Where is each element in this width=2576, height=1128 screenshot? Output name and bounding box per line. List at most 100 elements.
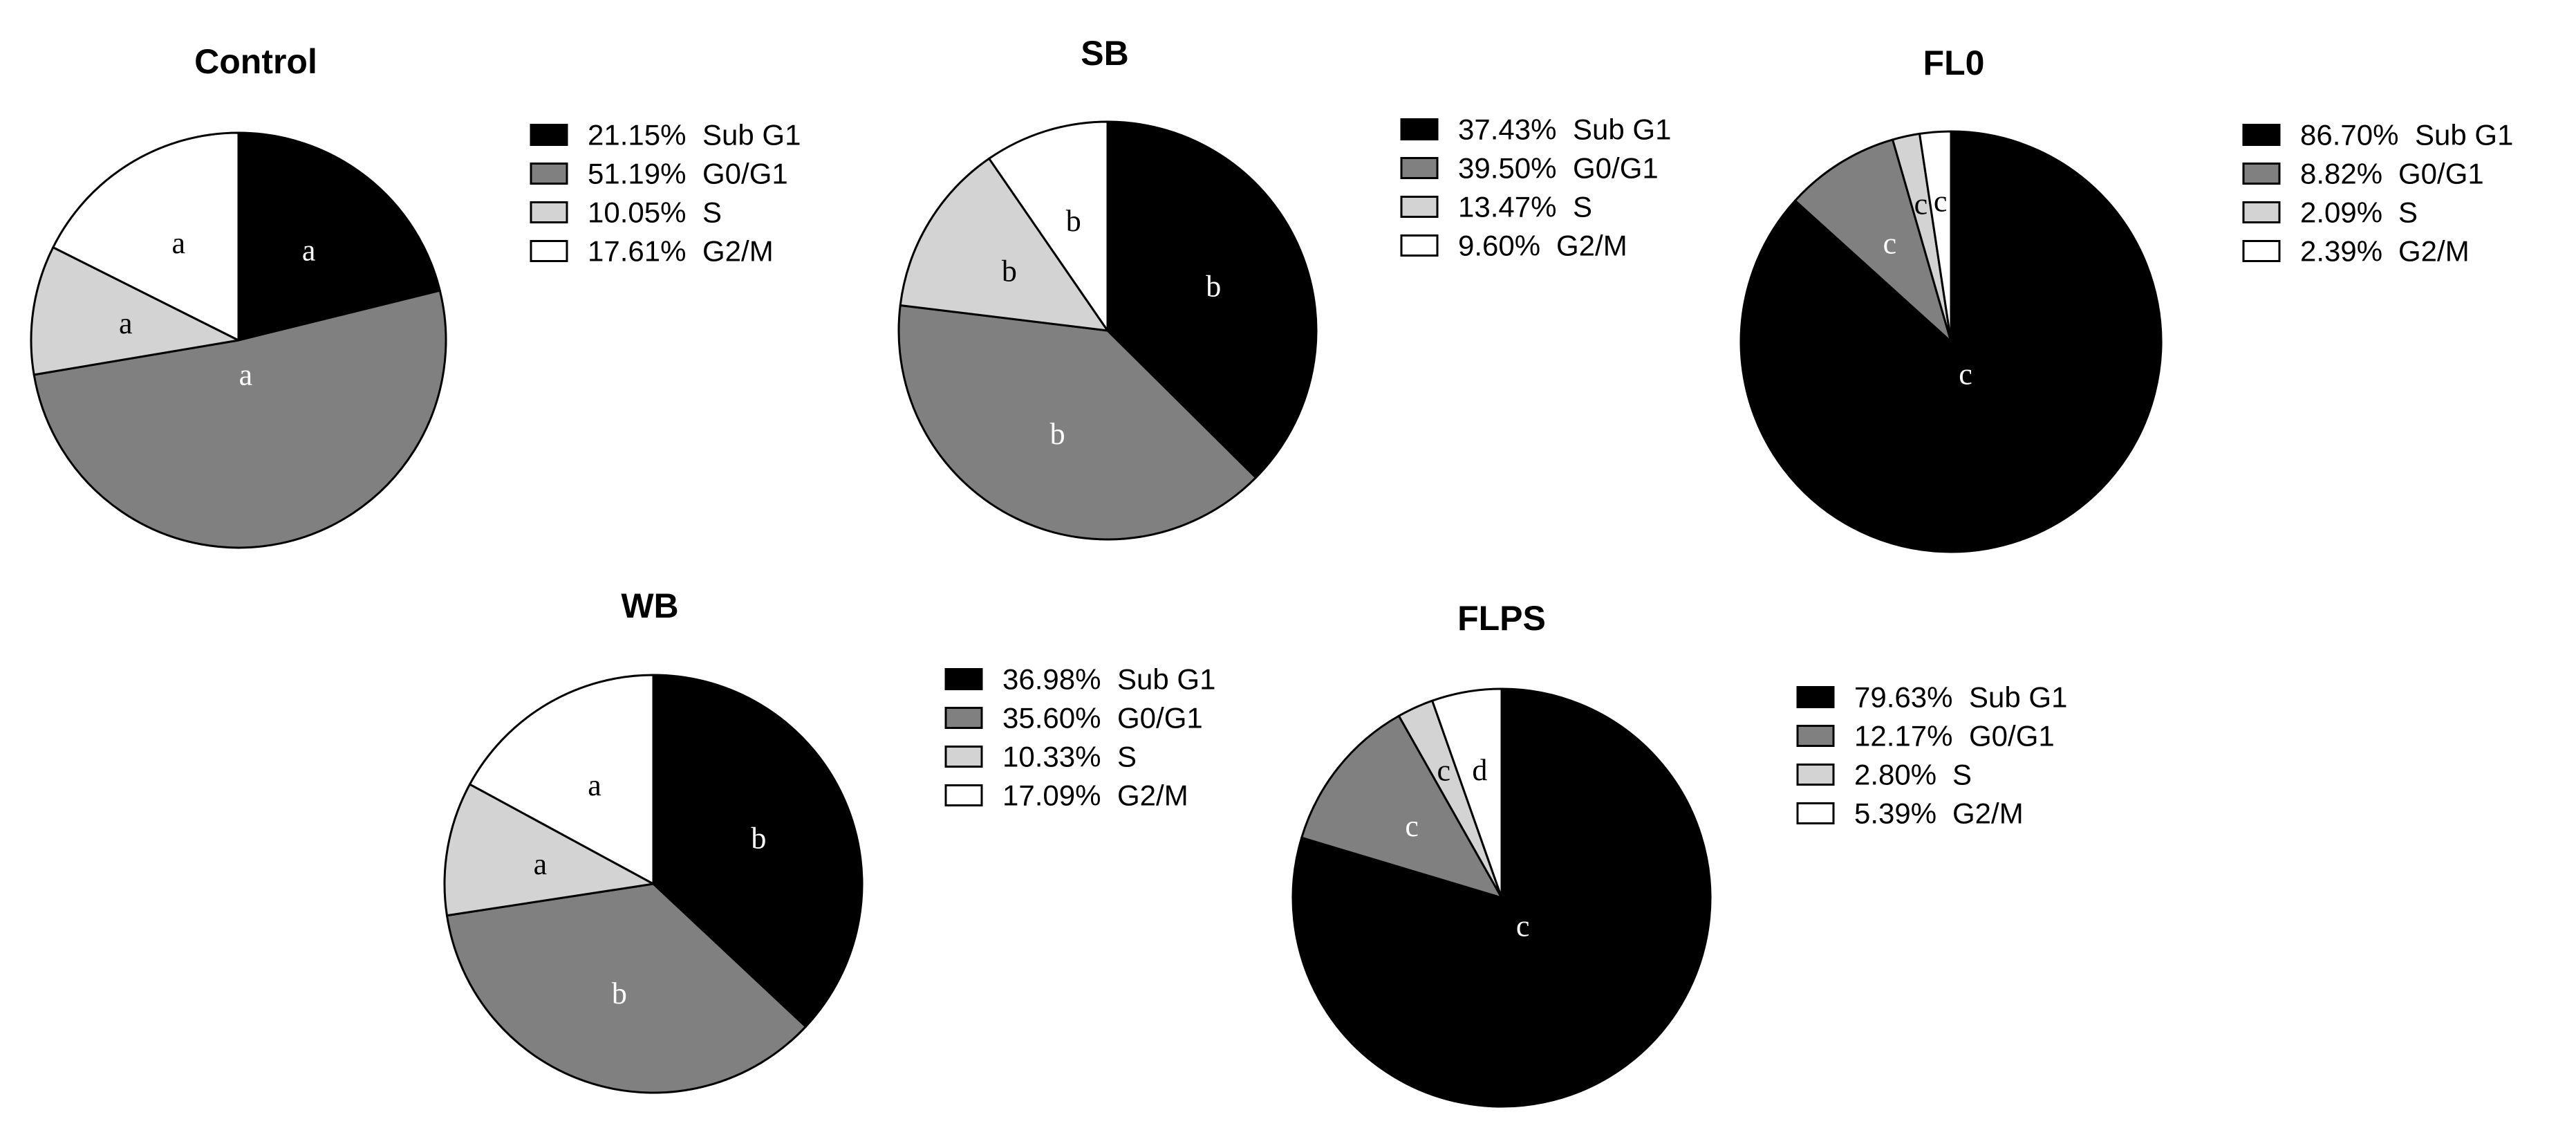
pie-slice-sub-g1 [1291,687,1712,1108]
legend-value-sub-g1: 37.43% [1458,113,1556,146]
slice-label-g2-m: c [1934,184,1948,218]
legend-sb: 37.43% Sub G1 39.50% G0/G1 13.47% S 9.60% G2/M [1400,113,1671,262]
legend-flps: 79.63% Sub G1 12.17% G0/G1 2.80% S 5.39% G2/M [1796,681,2067,830]
legend-value-s: 2.09% [2300,196,2382,229]
legend-category-g2-m: G2/M [702,235,774,268]
pie-slice-sub-g1 [652,674,864,1028]
slice-label-g2-m: a [588,768,601,802]
legend-swatch-sub-g1 [530,124,568,146]
legend-value-g2-m: 5.39% [1854,797,1936,830]
slice-label-sub-g1: b [1206,270,1221,304]
slice-label-g2-m: a [172,226,186,260]
legend-value-s: 2.80% [1854,759,1936,791]
slice-label-s: a [534,847,548,881]
legend-category-g2-m: G2/M [2398,235,2470,268]
legend-value-g2-m: 2.39% [2300,235,2382,268]
pie-slice-g2-m [1919,130,1952,343]
legend-value-sub-g1: 86.70% [2300,119,2398,151]
slice-label-g0-g1: c [1883,227,1897,261]
slice-label-g0-g1: c [1405,809,1419,843]
slice-label-sub-g1: b [751,821,766,855]
legend-swatch-g0-g1 [1796,725,1835,747]
pie-title-flps: FLPS [1457,599,1546,638]
legend-category-s: S [702,196,722,229]
pie-slice-g0-g1 [897,304,1257,541]
legend-category-g0-g1: G0/G1 [1969,720,2055,752]
legend-swatch-sub-g1 [1796,686,1835,708]
legend-value-g2-m: 17.09% [1002,779,1101,812]
legend-category-s: S [1573,191,1592,223]
legend-value-s: 10.05% [588,196,686,229]
legend-value-s: 13.47% [1458,191,1556,223]
slice-label-g0-g1: b [1050,417,1065,451]
legend-swatch-g2-m [2242,240,2281,262]
legend-swatch-sub-g1 [1400,118,1439,140]
slice-label-s: a [119,306,133,340]
legend-value-s: 10.33% [1002,741,1101,773]
legend-category-g2-m: G2/M [1556,230,1627,262]
legend-value-g2-m: 9.60% [1458,230,1540,262]
legend-swatch-g2-m [1400,234,1439,257]
legend-swatch-s [530,201,568,223]
slice-label-s: c [1914,187,1928,221]
pie-slice-g0-g1 [1794,138,1952,343]
legend-swatch-g0-g1 [944,707,983,729]
legend-value-g2-m: 17.61% [588,235,686,268]
pie-slice-sub-g1 [1106,120,1318,479]
legend-category-sub-g1: Sub G1 [1969,681,2067,714]
pie-title-control: Control [194,42,317,81]
pie-slice-g0-g1 [445,882,807,1094]
legend-swatch-sub-g1 [944,668,983,690]
pie-panel-wb: WB b b a a 36.98% Sub G1 35.60% G0/G1 10.33% S 17.0… [443,586,1215,1094]
legend-category-sub-g1: Sub G1 [702,119,801,151]
legend-category-g2-m: G2/M [1117,779,1188,812]
legend-value-g0-g1: 39.50% [1458,152,1556,185]
legend-swatch-g2-m [530,240,568,262]
legend-value-sub-g1: 79.63% [1854,681,1952,714]
legend-category-s: S [2398,196,2418,229]
legend-control: 21.15% Sub G1 51.19% G0/G1 10.05% S 17.61% G2/M [530,119,801,268]
legend-value-sub-g1: 21.15% [588,119,686,151]
pie-slice-g0-g1 [1300,714,1503,899]
legend-swatch-g2-m [944,784,983,806]
slice-label-sub-g1: c [1516,909,1530,943]
slice-label-sub-g1: c [1959,358,1972,391]
legend-value-g0-g1: 8.82% [2300,158,2382,190]
legend-swatch-g0-g1 [530,163,568,185]
pie-slice-g2-m [988,120,1109,332]
slice-label-g2-m: d [1472,753,1487,787]
pie-slice-s [30,246,240,376]
legend-swatch-g0-g1 [1400,157,1439,179]
slice-label-g0-g1: b [612,977,627,1010]
legend-swatch-g2-m [1796,802,1835,824]
legend-swatch-s [1796,764,1835,786]
legend-fl0: 86.70% Sub G1 8.82% G0/G1 2.09% S 2.39% G2/M [2242,119,2513,268]
pie-panel-control: Control a a a a 21.15% Sub G1 51.19% G0/G1 10.05%… [30,42,801,549]
slice-label-s: b [1002,255,1017,288]
slice-label-sub-g1: a [302,234,316,268]
legend-wb: 36.98% Sub G1 35.60% G0/G1 10.33% S 17.09% G2/M [944,663,1215,812]
pie-slice-s [899,157,1109,332]
legend-swatch-s [2242,201,2281,223]
legend-category-s: S [1117,741,1137,773]
legend-category-g0-g1: G0/G1 [2398,158,2484,190]
legend-category-g2-m: G2/M [1952,797,2024,830]
pie-title-wb: WB [621,586,678,625]
pie-title-sb: SB [1081,34,1128,73]
pie-slice-g2-m [52,131,240,342]
legend-value-sub-g1: 36.98% [1002,663,1101,696]
pie-slice-g0-g1 [32,289,447,549]
pie-slice-sub-g1 [237,131,441,342]
legend-category-g0-g1: G0/G1 [1117,702,1203,734]
slice-label-g2-m: b [1066,204,1081,238]
legend-category-g0-g1: G0/G1 [702,158,788,190]
legend-swatch-sub-g1 [2242,124,2281,146]
slice-label-s: c [1437,753,1451,787]
pie-title-fl0: FL0 [1923,44,1985,82]
legend-value-g0-g1: 35.60% [1002,702,1101,734]
pie-slice-s [443,783,655,917]
legend-swatch-g0-g1 [2242,163,2281,185]
pie-slice-g2-m [469,674,655,885]
pie-panel-sb: SB b b b b 37.43% Sub G1 39.50% G0/G1 13.47% S 9.60… [897,34,1671,541]
